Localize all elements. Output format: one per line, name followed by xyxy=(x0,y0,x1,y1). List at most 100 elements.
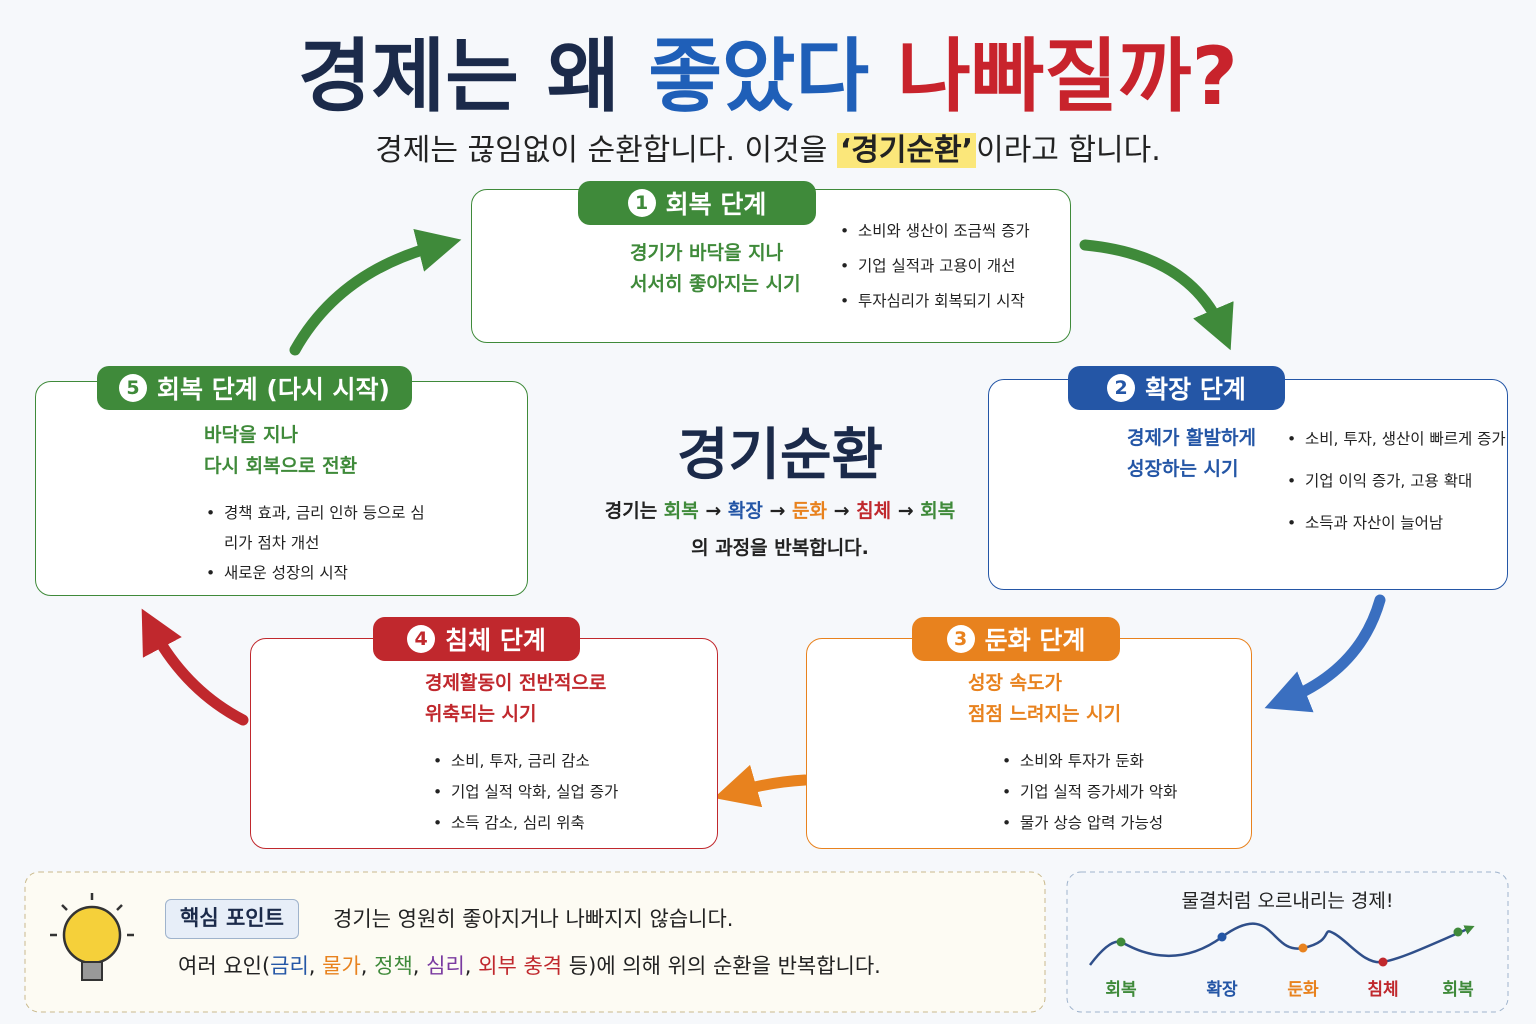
stage-number: 1 xyxy=(627,189,656,217)
text-segment: 둔화 xyxy=(792,500,828,522)
text-segment: , xyxy=(360,954,375,978)
bullet: 기업 실적 증가세가 악화 xyxy=(1002,781,1177,803)
bullet: 소비, 투자, 생산이 빠르게 증가 xyxy=(1287,428,1506,450)
wave-box xyxy=(1066,871,1509,1013)
title-part: 경제는 왜 xyxy=(298,30,621,123)
subtitle: 경제는 끊임없이 순환합니다. 이것을 ‘경기순환’ 이라고 합니다. xyxy=(0,125,1536,169)
description-line: 다시 회복으로 전환 xyxy=(204,455,358,477)
text-segment: 경기는 xyxy=(604,500,664,522)
wave-point xyxy=(1453,927,1463,937)
text-segment: 외부 충격 xyxy=(478,954,563,978)
stage-label: 회복 단계 xyxy=(665,190,767,219)
description-line: 경기가 바닥을 지나 xyxy=(630,242,784,264)
subtitle-text: 경제는 끊임없이 순환합니다. 이것을 xyxy=(375,133,837,168)
key-point-line: 여러 요인(금리, 물가, 정책, 심리, 외부 충격 등)에 의해 위의 순환… xyxy=(178,950,881,980)
center-line: 의 과정을 반복합니다. xyxy=(530,530,1030,567)
text-segment: 회복 xyxy=(920,500,956,522)
key-point-box xyxy=(24,871,1046,1013)
stage-bullets: 소비와 생산이 조금씩 증가기업 실적과 고용이 개선투자심리가 회복되기 시작 xyxy=(840,220,1030,325)
wave-point xyxy=(1378,957,1388,967)
stage-tag: 5 회복 단계 (다시 시작) xyxy=(97,366,412,410)
text-segment: → xyxy=(891,500,921,522)
wave-point xyxy=(1298,943,1308,953)
text-segment: 여러 요인( xyxy=(178,954,271,978)
wave-label: 회복 xyxy=(1105,980,1137,1000)
text-segment: 금리 xyxy=(270,954,309,978)
wave-point xyxy=(1217,932,1227,942)
text-segment: 회복 xyxy=(663,500,699,522)
text-segment: 정책 xyxy=(374,954,413,978)
center-title: 경기순환 xyxy=(676,423,884,488)
bullet: 기업 실적과 고용이 개선 xyxy=(840,255,1030,277)
subtitle-text: 이라고 합니다. xyxy=(976,133,1161,168)
text-segment: 침체 xyxy=(856,500,892,522)
stage-bullets: 소비와 투자가 둔화기업 실적 증가세가 악화물가 상승 압력 가능성 xyxy=(1002,750,1177,843)
wave-label: 회복 xyxy=(1442,980,1474,1000)
description-line: 경제가 활발하게 xyxy=(1127,427,1256,449)
bullet: 투자심리가 회복되기 시작 xyxy=(840,290,1030,312)
stage-bullets: 경책 효과, 금리 인하 등으로 심리가 점차 개선새로운 성장의 시작 xyxy=(206,498,436,588)
bullet: 소비와 생산이 조금씩 증가 xyxy=(840,220,1030,242)
text-segment: , xyxy=(412,954,427,978)
text-segment: , xyxy=(464,954,479,978)
text-segment: 심리 xyxy=(426,954,465,978)
stage-number: 2 xyxy=(1107,374,1136,402)
wave-point xyxy=(1116,937,1126,947)
bullet: 기업 실적 악화, 실업 증가 xyxy=(433,781,618,803)
cycle-arrows xyxy=(141,229,1386,808)
stage-number: 5 xyxy=(119,374,148,402)
bullet: 소비와 투자가 둔화 xyxy=(1002,750,1177,772)
stage-label: 둔화 단계 xyxy=(984,626,1086,655)
stage-label: 침체 단계 xyxy=(445,626,546,655)
description-line: 서서히 좋아지는 시기 xyxy=(630,273,801,295)
wave-label: 둔화 xyxy=(1287,980,1319,1000)
bullet: 물가 상승 압력 가능성 xyxy=(1002,812,1177,834)
wave-label: 침체 xyxy=(1367,980,1399,1000)
title: 경제는 왜 좋았다 나빠질까? xyxy=(0,12,1536,128)
description-line: 경제활동이 전반적으로 xyxy=(425,672,607,694)
stage-tag: 3 둔화 단계 xyxy=(912,617,1120,661)
bullet: 새로운 성장의 시작 xyxy=(206,558,436,588)
stage-tag: 1 회복 단계 xyxy=(578,181,816,225)
stage-tag: 4 침체 단계 xyxy=(373,617,580,661)
stage-label: 확장 단계 xyxy=(1145,375,1246,404)
bullet: 소득과 자산이 늘어남 xyxy=(1287,512,1506,534)
text-segment: 의 과정을 반복합니다. xyxy=(691,537,869,559)
text-segment: 물가 xyxy=(322,954,361,978)
text-segment: 확장 xyxy=(727,500,763,522)
stage-box xyxy=(988,379,1508,590)
wave-label: 확장 xyxy=(1206,980,1238,1000)
center-line: 경기는 회복 → 확장 → 둔화 → 침체 → 회복 xyxy=(530,493,1030,530)
text-segment: , xyxy=(308,954,323,978)
description-line: 성장하는 시기 xyxy=(1127,458,1239,480)
bullet: 소비, 투자, 금리 감소 xyxy=(433,750,618,772)
bulb-icon xyxy=(50,893,134,981)
bullet: 기업 이익 증가, 고용 확대 xyxy=(1287,470,1506,492)
description-line: 점점 느려지는 시기 xyxy=(968,703,1122,725)
bullet: 소득 감소, 심리 위축 xyxy=(433,812,618,834)
key-point-tag: 핵심 포인트 xyxy=(165,899,299,939)
text-segment: → xyxy=(762,500,793,522)
title-part: 좋았다 xyxy=(648,30,870,123)
stage-bullets: 소비, 투자, 생산이 빠르게 증가기업 이익 증가, 고용 확대소득과 자산이… xyxy=(1287,428,1506,554)
stage-number: 3 xyxy=(946,625,975,653)
description-line: 위축되는 시기 xyxy=(425,703,537,725)
description-line: 바닥을 지나 xyxy=(204,424,299,446)
wave-title: 물결처럼 오르내리는 경제! xyxy=(1181,890,1394,912)
stage-label: 회복 단계 (다시 시작) xyxy=(157,375,390,404)
text-segment: 등)에 의해 위의 순환을 반복합니다. xyxy=(562,954,881,978)
stage-tag: 2 확장 단계 xyxy=(1068,366,1285,410)
stage-bullets: 소비, 투자, 금리 감소기업 실적 악화, 실업 증가소득 감소, 심리 위축 xyxy=(433,750,618,843)
title-part: 나빠질까? xyxy=(897,30,1238,123)
stage-number: 4 xyxy=(407,625,436,653)
description-line: 성장 속도가 xyxy=(968,672,1063,694)
text-segment: → xyxy=(698,500,728,522)
key-point-line: 경기는 영원히 좋아지거나 나빠지지 않습니다. xyxy=(333,907,734,931)
text-segment: → xyxy=(827,500,857,522)
